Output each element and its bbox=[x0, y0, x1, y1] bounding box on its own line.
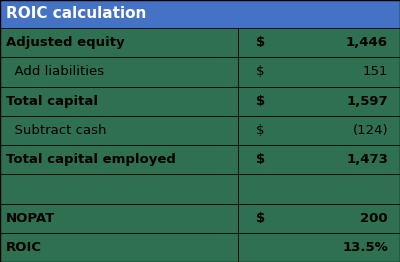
Bar bbox=[0, 174, 400, 204]
Text: 1,597: 1,597 bbox=[346, 95, 388, 108]
Bar bbox=[0, 204, 400, 233]
Text: ROIC: ROIC bbox=[6, 241, 42, 254]
Text: Total capital employed: Total capital employed bbox=[6, 153, 176, 166]
Text: Subtract cash: Subtract cash bbox=[6, 124, 106, 137]
Text: 200: 200 bbox=[360, 212, 388, 225]
Text: $: $ bbox=[256, 66, 264, 78]
Bar bbox=[0, 86, 400, 116]
Text: $: $ bbox=[256, 212, 265, 225]
Text: $: $ bbox=[256, 124, 264, 137]
Bar bbox=[0, 0, 400, 28]
Bar bbox=[0, 233, 400, 262]
Bar bbox=[0, 116, 400, 145]
Text: Add liabilities: Add liabilities bbox=[6, 66, 104, 78]
Text: 1,473: 1,473 bbox=[346, 153, 388, 166]
Bar bbox=[0, 57, 400, 86]
Text: $: $ bbox=[256, 153, 265, 166]
Text: $: $ bbox=[256, 95, 265, 108]
Text: Adjusted equity: Adjusted equity bbox=[6, 36, 125, 49]
Text: $: $ bbox=[256, 36, 265, 49]
Text: 1,446: 1,446 bbox=[346, 36, 388, 49]
Text: 13.5%: 13.5% bbox=[342, 241, 388, 254]
Bar bbox=[0, 28, 400, 57]
Text: NOPAT: NOPAT bbox=[6, 212, 55, 225]
Text: Total capital: Total capital bbox=[6, 95, 98, 108]
Text: 151: 151 bbox=[362, 66, 388, 78]
Bar bbox=[0, 145, 400, 174]
Text: ROIC calculation: ROIC calculation bbox=[6, 7, 146, 21]
Text: (124): (124) bbox=[352, 124, 388, 137]
